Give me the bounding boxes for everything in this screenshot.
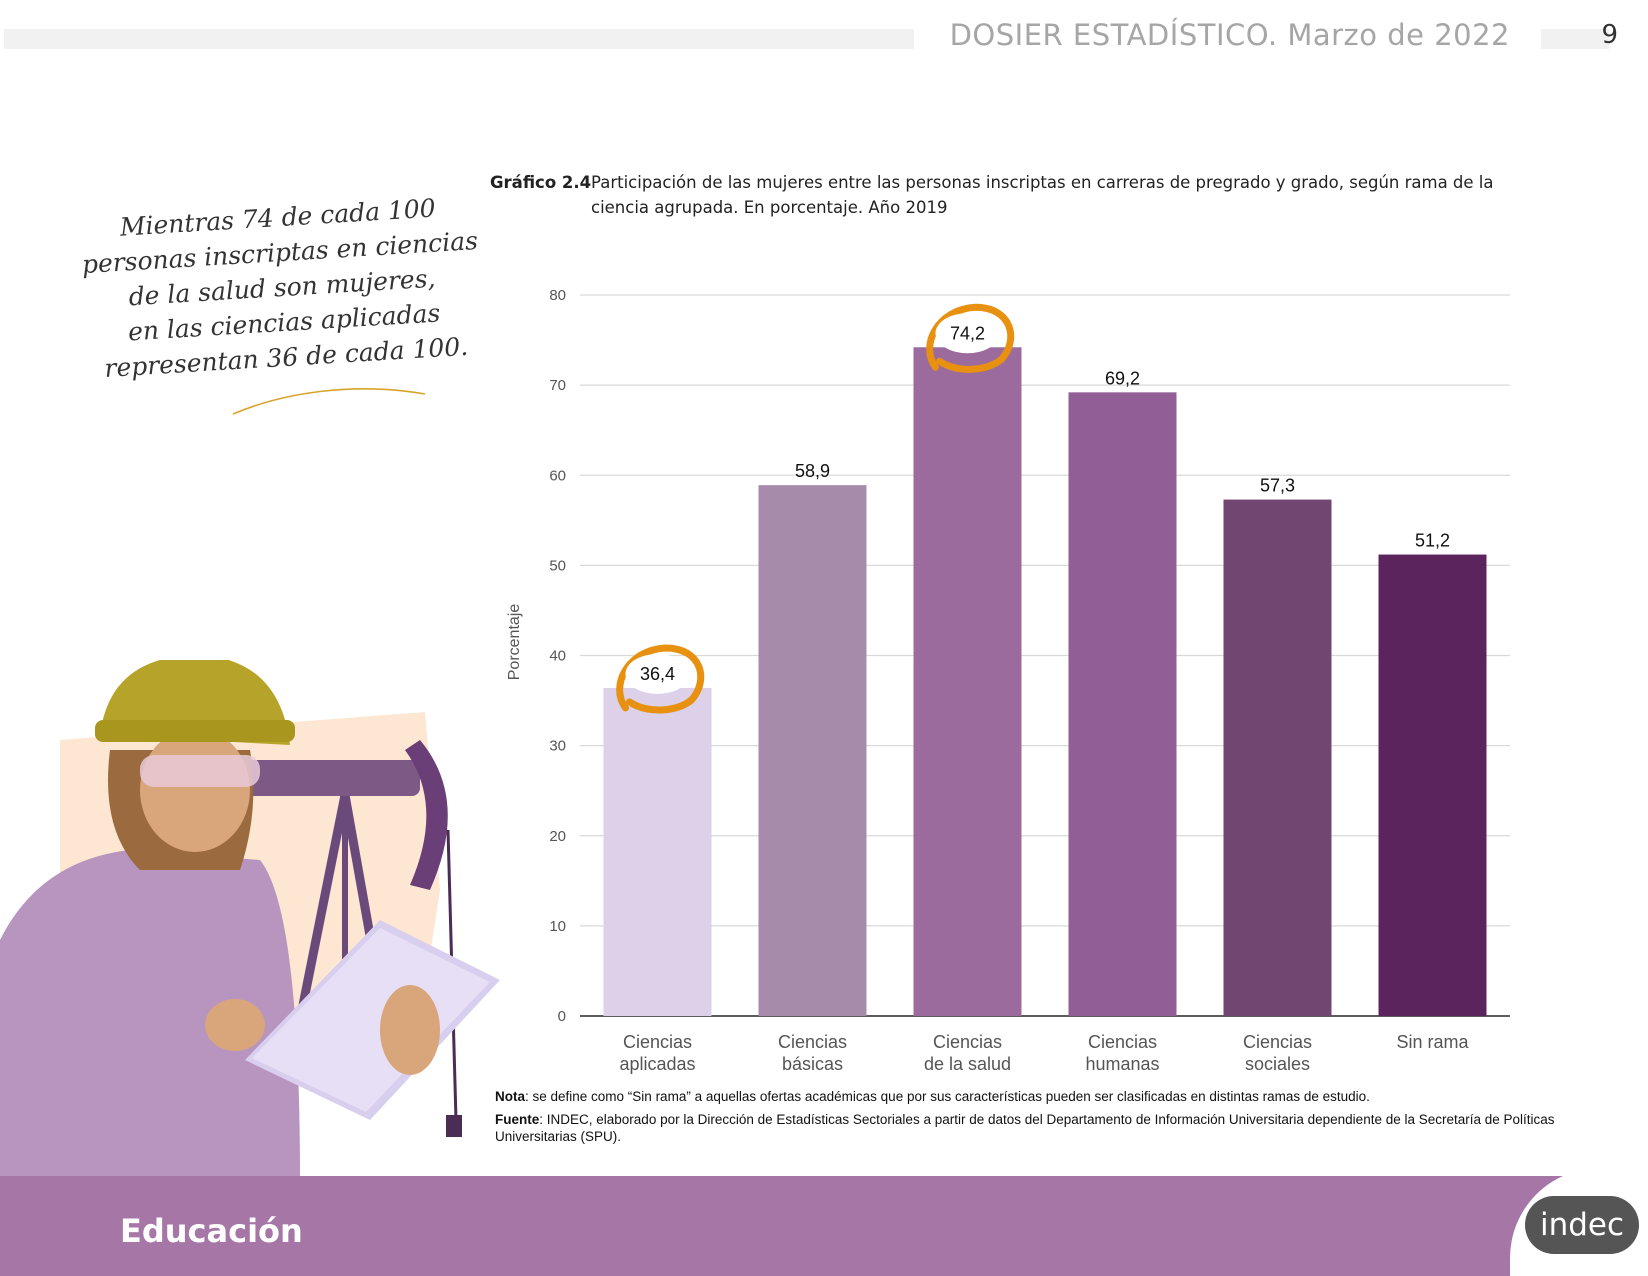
source-paragraph: Fuente: INDEC, elaborado por la Direcció… (495, 1111, 1555, 1145)
x-tick-label: Ciencias (623, 1032, 692, 1052)
y-tick-label: 30 (549, 738, 566, 755)
x-tick-label: aplicadas (619, 1054, 695, 1074)
highlight-fill (625, 653, 690, 694)
chart-title-text: Participación de las mujeres entre las p… (591, 173, 1494, 217)
bar (1068, 392, 1177, 1017)
chart-title: Gráfico 2.4 Participación de las mujeres… (490, 170, 1520, 220)
bar (603, 687, 712, 1016)
section-title: Educación (120, 1212, 303, 1250)
note-text: : se define como “Sin rama” a aquellas o… (525, 1089, 1370, 1104)
chart-number: Gráfico 2.4 (490, 173, 592, 192)
x-tick-label: Sin rama (1396, 1032, 1469, 1052)
note-label: Nota (495, 1089, 525, 1104)
source-label: Fuente (495, 1112, 540, 1127)
y-tick-label: 70 (549, 377, 566, 394)
header-bar-right (1541, 29, 1609, 49)
chart-notes: Nota: se define como “Sin rama” a aquell… (495, 1088, 1555, 1151)
x-tick-label: de la salud (924, 1054, 1011, 1074)
y-tick-label: 10 (549, 918, 566, 935)
highlight-ring (926, 303, 1015, 373)
y-axis-title: Porcentaje (506, 604, 523, 681)
bar (1223, 499, 1332, 1016)
page-number: 9 (1601, 20, 1618, 50)
value-label: 69,2 (1105, 368, 1140, 388)
x-tick-label: Ciencias (933, 1032, 1002, 1052)
y-tick-label: 0 (558, 1008, 566, 1025)
footer-band (0, 1176, 1648, 1276)
note-paragraph: Nota: se define como “Sin rama” a aquell… (495, 1088, 1555, 1105)
bar (758, 485, 867, 1016)
value-label: 74,2 (950, 323, 985, 343)
x-tick-label: Ciencias (1088, 1032, 1157, 1052)
x-tick-label: humanas (1085, 1054, 1159, 1074)
bar (913, 347, 1022, 1017)
bar-chart: 0102030405060708036,4Cienciasaplicadas58… (506, 287, 1510, 1074)
y-tick-label: 40 (549, 648, 566, 665)
header-bar-left (4, 29, 914, 49)
bar (1378, 554, 1487, 1016)
clipboard-icon (245, 920, 500, 1120)
value-label: 57,3 (1260, 476, 1295, 496)
y-tick-label: 50 (549, 557, 566, 574)
value-label: 36,4 (640, 664, 675, 684)
document-title: DOSIER ESTADÍSTICO. Marzo de 2022 (949, 18, 1510, 52)
quote-underline (232, 388, 426, 415)
x-tick-label: sociales (1245, 1054, 1310, 1074)
x-tick-label: Ciencias (778, 1032, 847, 1052)
worker-illustration (0, 660, 500, 1180)
worker-figure (0, 660, 300, 1180)
chart-grid (580, 294, 1510, 1017)
indec-logo: indec (1525, 1196, 1639, 1254)
y-tick-label: 60 (549, 467, 566, 484)
value-label: 58,9 (795, 461, 830, 481)
highlight-fill (935, 313, 1000, 354)
value-label: 51,2 (1415, 531, 1450, 551)
chart-labels: 0102030405060708036,4Cienciasaplicadas58… (549, 287, 1469, 1074)
highlight-ring (616, 644, 705, 714)
x-tick-label: Ciencias (1243, 1032, 1312, 1052)
y-tick-label: 20 (549, 828, 566, 845)
chart-bars (603, 347, 1487, 1017)
x-tick-label: básicas (782, 1054, 843, 1074)
y-tick-label: 80 (549, 287, 566, 304)
source-text: : INDEC, elaborado por la Dirección de E… (495, 1112, 1555, 1144)
